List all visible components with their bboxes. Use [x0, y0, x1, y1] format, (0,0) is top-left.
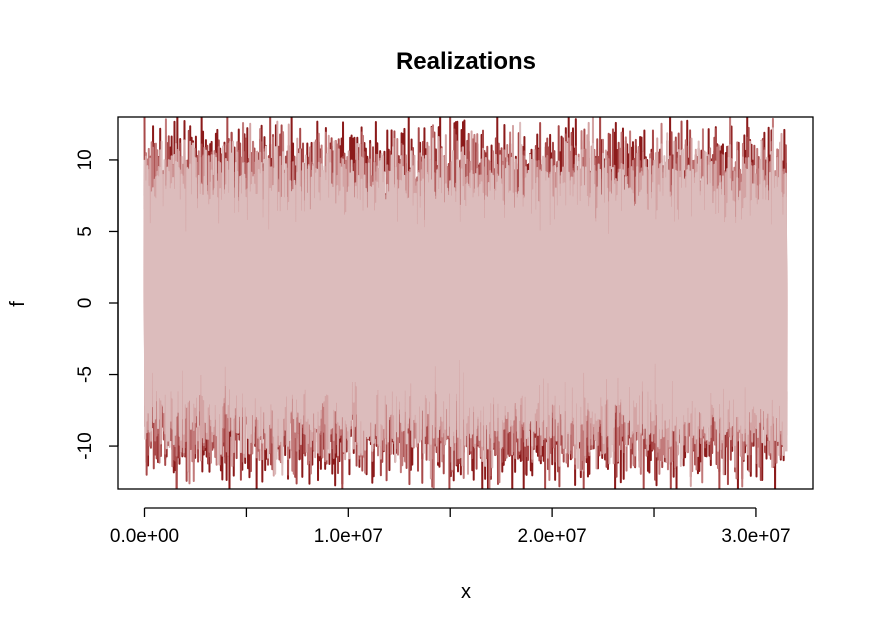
series-line-5 [143, 121, 788, 476]
y-axis-label: f [7, 301, 29, 307]
y-tick-label: -10 [75, 432, 96, 459]
y-tick-label: 5 [75, 226, 96, 237]
series-layer [143, 117, 788, 489]
y-tick-label: -5 [75, 366, 96, 383]
y-tick-label: 0 [75, 298, 96, 309]
y-axis: -10 -5 0 5 10 [75, 149, 119, 460]
x-tick-label: 1.0e+07 [314, 526, 383, 547]
x-tick-label: 0.0e+00 [110, 526, 179, 547]
x-tick-label: 3.0e+07 [721, 526, 790, 547]
chart-title: Realizations [396, 48, 536, 75]
x-tick-label: 2.0e+07 [518, 526, 587, 547]
x-axis-label: x [461, 581, 471, 603]
y-tick-label: 10 [75, 149, 96, 170]
x-axis: 0.0e+00 1.0e+07 2.0e+07 3.0e+07 [110, 507, 791, 547]
